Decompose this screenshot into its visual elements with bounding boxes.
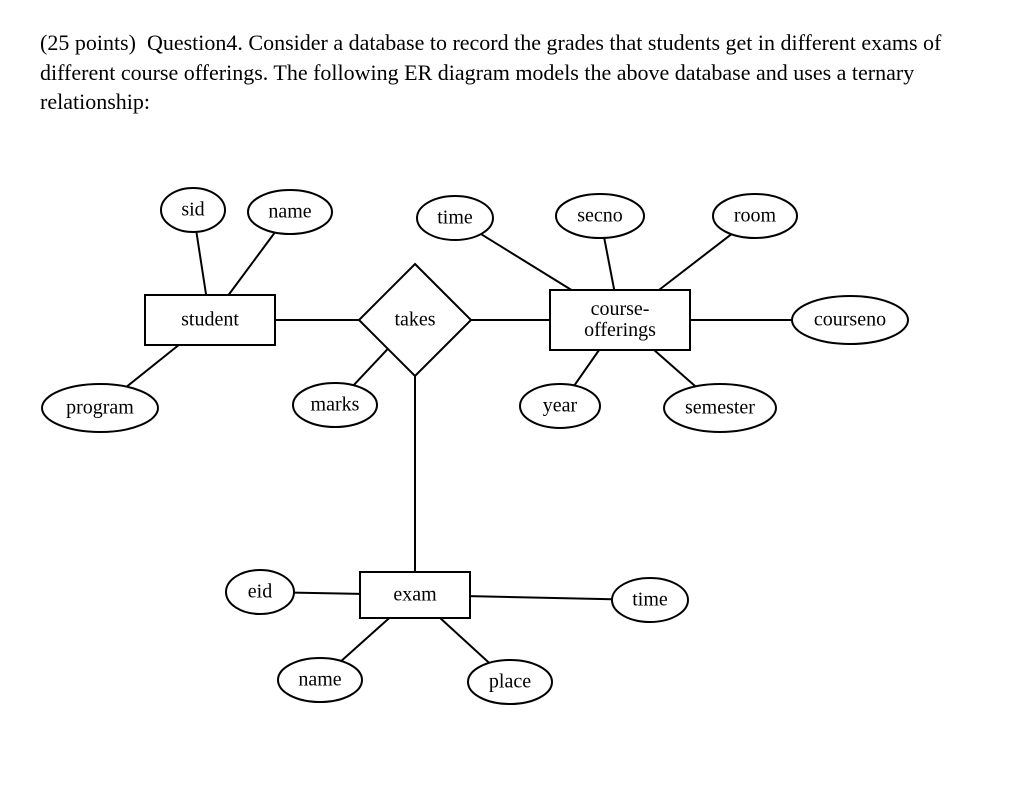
attr-label-time_c: time xyxy=(437,207,473,229)
edge-exam-eid xyxy=(294,593,360,594)
edge-exam-time_e xyxy=(470,596,612,599)
entity-label-student: student xyxy=(181,309,239,331)
page: (25 points) Question4. Consider a databa… xyxy=(0,0,1024,807)
attr-label-place: place xyxy=(489,671,531,693)
rel-label-takes: takes xyxy=(394,309,435,331)
relationships-group: takes xyxy=(359,264,471,376)
attr-label-semester: semester xyxy=(685,397,755,419)
attr-label-room: room xyxy=(734,205,777,227)
attr-label-sid: sid xyxy=(181,199,204,221)
attr-label-program: program xyxy=(66,397,134,419)
attr-label-eid: eid xyxy=(248,581,272,603)
edge-course-time_c xyxy=(481,234,571,290)
entity-label-course-0: course- xyxy=(591,298,650,320)
edge-course-room xyxy=(659,234,731,290)
attr-label-time_e: time xyxy=(632,589,668,611)
edge-takes-marks xyxy=(354,349,388,385)
edge-course-year xyxy=(574,350,599,385)
attr-label-name_s: name xyxy=(268,201,311,223)
attr-label-marks: marks xyxy=(311,394,360,416)
attr-label-year: year xyxy=(543,395,578,417)
edge-exam-place xyxy=(440,618,489,663)
attributes-group: sid name program time secno room courseno semes… xyxy=(42,188,908,704)
entity-label-exam: exam xyxy=(393,584,437,606)
edge-course-secno xyxy=(604,238,614,290)
er-diagram: sid name program time secno room courseno semes… xyxy=(0,0,1024,807)
edge-exam-name_e xyxy=(341,618,389,661)
attr-label-name_e: name xyxy=(298,669,341,691)
attr-label-courseno: courseno xyxy=(814,309,886,331)
entity-label-course-1: offerings xyxy=(584,319,656,341)
edge-student-sid xyxy=(196,232,206,295)
edge-student-program xyxy=(127,345,179,387)
edge-student-name_s xyxy=(229,233,275,295)
attr-label-secno: secno xyxy=(577,205,623,227)
edge-course-semester xyxy=(654,350,695,386)
